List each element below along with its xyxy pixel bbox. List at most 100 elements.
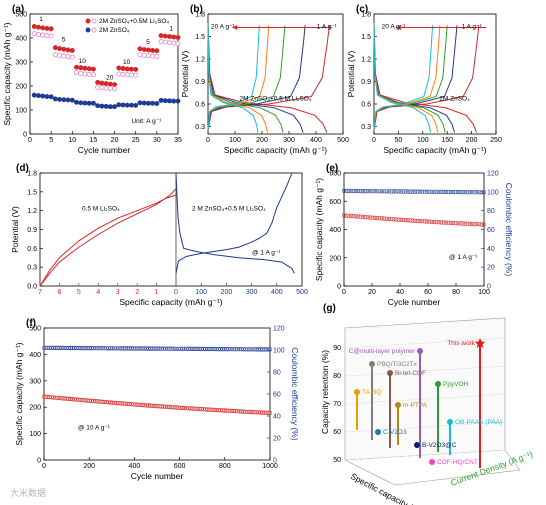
y-tick-label: 1.2 — [195, 57, 205, 64]
data-point — [425, 189, 430, 194]
x-tick-label: 0 — [342, 289, 346, 296]
data-point — [467, 190, 472, 195]
data-point — [441, 189, 446, 194]
data-point — [379, 216, 385, 221]
data-point — [40, 93, 46, 99]
x-tick-label: 3 — [116, 289, 120, 296]
y-tick-label: 1.5 — [27, 189, 37, 196]
data-point — [429, 219, 434, 224]
data-point — [137, 100, 143, 106]
x-tick-label: 400 — [310, 137, 322, 144]
x-tick-label: 400 — [271, 289, 283, 296]
data-point — [44, 33, 50, 39]
data-point — [427, 189, 432, 194]
rate-arrow-head — [395, 25, 401, 30]
data-point — [150, 53, 156, 59]
data-point — [477, 190, 482, 195]
legend-marker — [91, 27, 97, 33]
annotation-text: 10 — [123, 59, 131, 66]
data-point — [436, 189, 442, 194]
data-point — [103, 103, 109, 109]
data-point — [372, 215, 377, 220]
data-point — [358, 189, 363, 194]
point-label: OB-PAAS (PAA) — [455, 419, 502, 426]
data-point — [470, 190, 475, 195]
discharge-curve — [373, 22, 446, 133]
annotation-text: 5 — [146, 39, 150, 46]
data-point — [116, 102, 122, 108]
data-point — [78, 65, 84, 71]
data-point — [354, 389, 360, 395]
data-point — [396, 189, 401, 194]
x-tick-label: 100 — [195, 289, 207, 296]
data-point — [403, 218, 408, 223]
data-point — [40, 32, 46, 38]
data-point — [44, 25, 50, 31]
x-axis-title: Specific capacity (mAh g⁻¹) — [349, 471, 445, 505]
annotation-text: 2M ZnSO₄ — [439, 96, 470, 103]
data-point — [48, 26, 54, 32]
data-point — [82, 71, 88, 77]
data-point — [439, 189, 444, 194]
y2-tick-label: 0 — [487, 284, 491, 291]
data-point — [462, 221, 468, 226]
y2-tick-label: 40 — [487, 246, 495, 253]
x-tick-label: 500 — [337, 137, 349, 144]
data-point — [107, 85, 113, 91]
data-point — [460, 221, 465, 226]
data-point — [266, 347, 271, 352]
x-axis-title: Specific capacity (mAh g⁻¹) — [119, 297, 222, 307]
data-point — [387, 189, 392, 194]
data-point — [453, 189, 458, 195]
data-point — [69, 97, 75, 103]
data-point — [417, 348, 423, 354]
data-point — [368, 215, 373, 220]
data-point — [120, 102, 126, 108]
data-point — [369, 361, 375, 367]
data-point — [451, 220, 456, 226]
data-point — [31, 31, 37, 37]
data-point — [377, 216, 382, 221]
data-point — [167, 40, 172, 46]
data-point — [129, 102, 134, 108]
data-point — [267, 410, 273, 416]
data-point — [481, 222, 487, 227]
data-point — [432, 219, 437, 224]
y-axis-title: Specific capacity (mAh g⁻¹) — [2, 22, 12, 125]
rate-arrow-head — [232, 25, 238, 30]
annotation-text: 20 — [106, 74, 114, 81]
y-tick-label: 1.8 — [195, 12, 205, 19]
data-point — [90, 66, 96, 72]
y-tick-label: 0 — [37, 458, 41, 465]
y-tick-label: 300 — [29, 378, 41, 385]
data-point — [120, 72, 126, 77]
data-point — [150, 100, 156, 106]
discharge-curve — [373, 22, 432, 133]
y2-axis-title: Coulombic efficiency (%) — [504, 183, 514, 277]
data-point — [387, 216, 392, 222]
data-point — [474, 338, 486, 348]
data-point — [360, 189, 366, 194]
data-point — [474, 190, 480, 195]
annotation-text: 1 A g⁻¹ — [462, 24, 483, 31]
data-point — [90, 72, 96, 78]
x-tick-label: 2 — [135, 289, 139, 296]
data-point — [408, 189, 413, 194]
data-point — [344, 213, 349, 218]
discharge-curve — [207, 22, 259, 133]
y-tick-label: 80 — [333, 373, 341, 380]
panel-letter: (a) — [12, 4, 24, 15]
data-point — [375, 189, 380, 194]
point-label: C@multi-layer polymer — [349, 348, 416, 355]
point-label: COF-HQ/CNT — [437, 459, 478, 466]
data-point — [99, 103, 105, 109]
data-point — [40, 25, 46, 31]
data-point — [57, 46, 63, 52]
y-tick-label: 0.9 — [27, 227, 37, 234]
data-point — [396, 217, 401, 222]
y-axis-title: Potential (V) — [180, 50, 190, 97]
plot-frame — [39, 172, 303, 287]
x-axis-title: Cycle number — [78, 145, 131, 155]
data-point — [410, 218, 415, 223]
